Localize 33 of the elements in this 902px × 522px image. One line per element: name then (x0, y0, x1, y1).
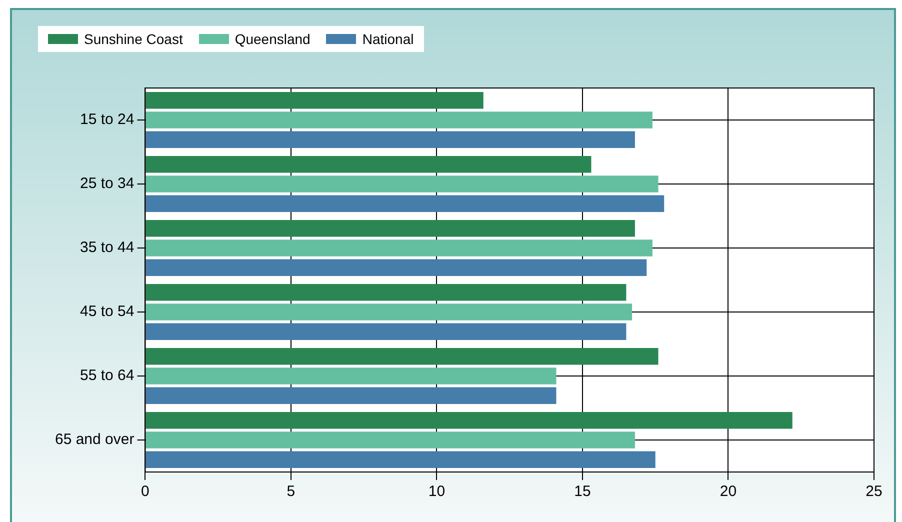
bar (146, 304, 632, 320)
legend-label: National (362, 31, 414, 47)
bar (146, 176, 658, 192)
y-tick-label: 45 to 54 (80, 303, 134, 320)
legend-label: Sunshine Coast (84, 31, 183, 47)
y-tick-label: 55 to 64 (80, 367, 134, 384)
bar (146, 240, 652, 256)
bar (146, 195, 664, 212)
x-tick-label: 5 (286, 483, 296, 500)
bar (146, 131, 635, 148)
bar (146, 348, 658, 365)
bar (146, 387, 556, 404)
legend-label: Queensland (234, 31, 310, 47)
bar (146, 220, 635, 237)
x-tick-label: 25 (866, 483, 882, 500)
bar (146, 368, 556, 384)
y-tick-label: 25 to 34 (80, 175, 134, 192)
bar (146, 284, 626, 301)
y-tick-label: 35 to 44 (80, 239, 134, 256)
bar (146, 323, 626, 340)
bar (146, 432, 635, 448)
x-tick-label: 20 (720, 483, 737, 500)
bar (146, 259, 647, 276)
bar (146, 451, 656, 468)
x-tick-label: 10 (428, 483, 446, 500)
x-tick-label: 15 (574, 483, 591, 500)
bar (146, 92, 484, 109)
bar (146, 156, 592, 173)
bar (146, 112, 652, 128)
x-tick-label: 0 (141, 483, 150, 500)
bar (146, 412, 792, 429)
y-tick-label: 15 to 24 (80, 111, 134, 128)
y-tick-label: 65 and over (54, 431, 134, 448)
